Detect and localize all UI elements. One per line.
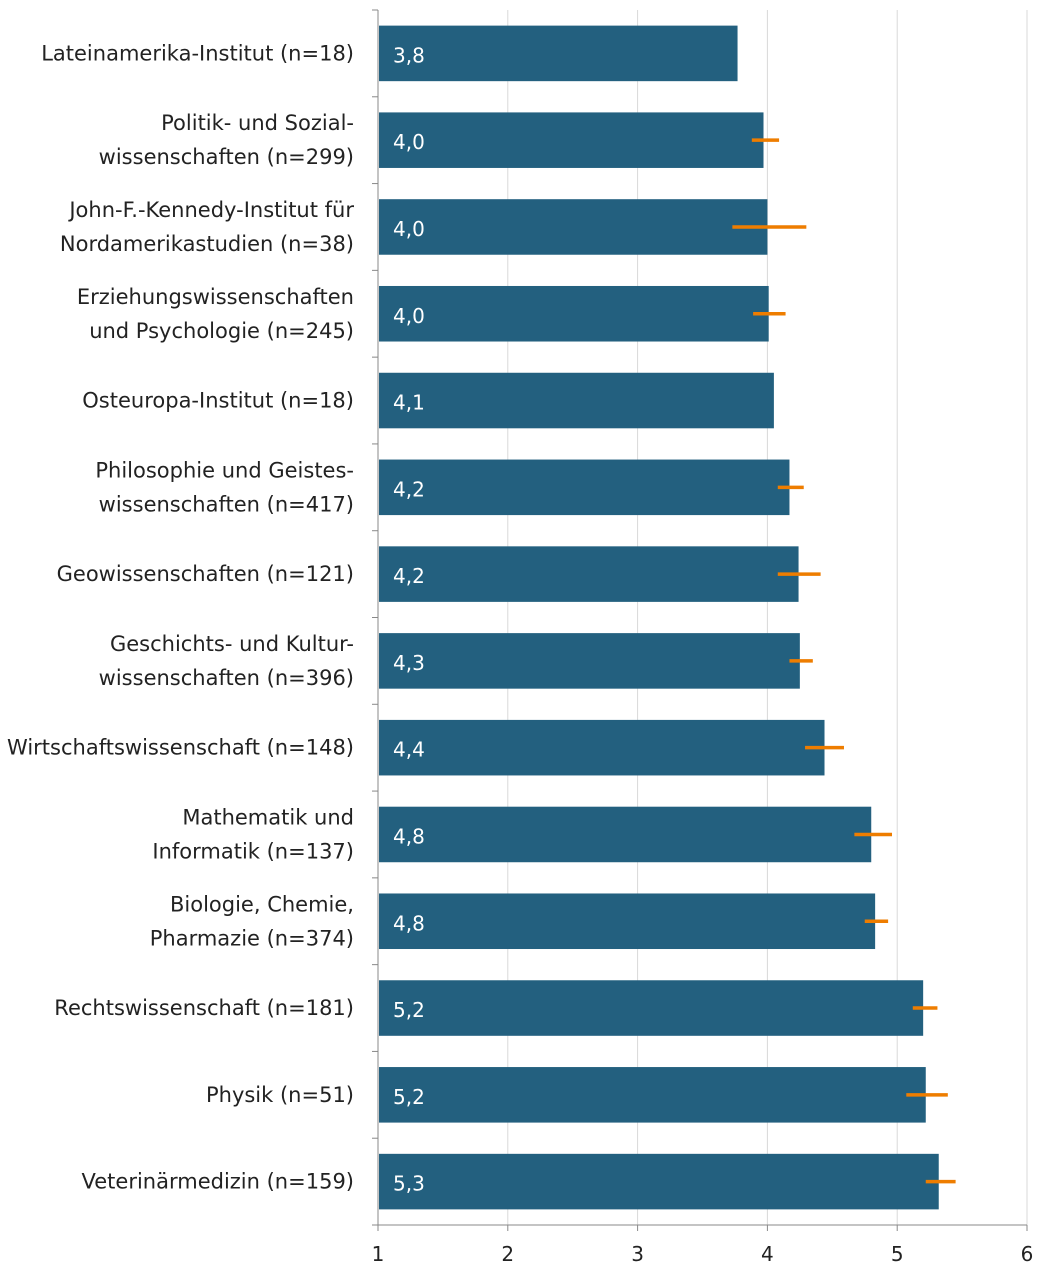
- category-label: Veterinärmedizin (n=159): [82, 1170, 354, 1194]
- bar: [379, 719, 825, 776]
- x-tick-label: 4: [761, 1242, 774, 1266]
- bar-value-label: 4,1: [393, 391, 425, 415]
- category-label: und Psychologie (n=245): [89, 319, 354, 343]
- bar: [379, 980, 924, 1036]
- bar-value-label: 4,8: [393, 824, 425, 848]
- bar: [379, 199, 768, 255]
- category-label: Nordamerikastudien (n=38): [60, 232, 354, 256]
- bar-value-label: 4,2: [393, 477, 425, 501]
- bar-value-label: 3,8: [393, 43, 425, 67]
- category-label: Geowissenschaften (n=121): [57, 562, 354, 586]
- category-label: Politik- und Sozial-: [161, 111, 354, 135]
- bar: [379, 459, 790, 516]
- category-labels: Lateinamerika-Institut (n=18) Politik- un…: [7, 41, 354, 1193]
- bar-value-label: 4,0: [393, 217, 425, 241]
- category-label: Biologie, Chemie,: [170, 892, 354, 916]
- bar-value-label: 4,3: [393, 651, 425, 675]
- category-label: Informatik (n=137): [152, 839, 354, 863]
- bar: [379, 806, 872, 863]
- category-label: Pharmazie (n=374): [150, 926, 354, 950]
- bar: [379, 372, 774, 429]
- category-label: Rechtswissenschaft (n=181): [54, 996, 354, 1020]
- category-label: Wirtschaftswissenschaft (n=148): [7, 736, 354, 760]
- bar: [379, 1153, 939, 1210]
- x-tick-label: 3: [631, 1242, 644, 1266]
- category-label: wissenschaften (n=396): [99, 666, 354, 690]
- bar-value-label: 4,0: [393, 304, 425, 328]
- category-label: Philosophie und Geistes-: [95, 458, 354, 482]
- category-label: John-F.-Kennedy-Institut für: [67, 198, 354, 222]
- bar: [379, 546, 799, 602]
- category-label: Mathematik und: [182, 805, 354, 829]
- bar: [379, 25, 738, 82]
- category-label: Erziehungswissenschaften: [77, 285, 354, 309]
- gridlines: [507, 10, 1028, 1225]
- axes: 1 2 3 4 5 6: [372, 9, 1034, 1266]
- x-tick-label: 2: [501, 1242, 514, 1266]
- bar: [379, 1067, 926, 1123]
- bar-value-label: 5,2: [393, 1085, 425, 1109]
- bar-value-label: 4,2: [393, 564, 425, 588]
- x-tick-label: 1: [372, 1242, 385, 1266]
- bar-value-label: 4,8: [393, 911, 425, 935]
- x-tick-label: 5: [891, 1242, 904, 1266]
- bar-value-label: 4,0: [393, 130, 425, 154]
- bar: [379, 633, 800, 689]
- category-label: wissenschaften (n=299): [99, 145, 354, 169]
- bars: 3,8 4,0 4,0 4,0 4,1 4,2 4,2 4,3 4,4 4,8 4,8 5,2 5,2 5…: [379, 25, 956, 1210]
- category-label: wissenschaften (n=417): [99, 492, 354, 516]
- x-tick-label: 6: [1021, 1242, 1034, 1266]
- bar-value-label: 5,2: [393, 998, 425, 1022]
- category-label: Physik (n=51): [206, 1083, 354, 1107]
- category-label: Osteuropa-Institut (n=18): [82, 389, 354, 413]
- bar-value-label: 4,4: [393, 738, 425, 762]
- bar-value-label: 5,3: [393, 1172, 425, 1196]
- bar: [379, 285, 769, 342]
- category-label: Geschichts- und Kultur-: [110, 632, 354, 656]
- bar: [379, 893, 876, 950]
- category-label: Lateinamerika-Institut (n=18): [41, 41, 354, 65]
- bar: [379, 112, 764, 168]
